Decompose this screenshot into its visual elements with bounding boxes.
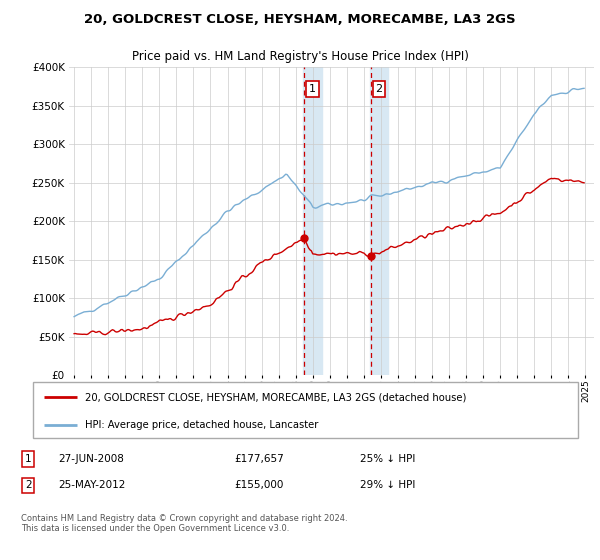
- Text: 25-MAY-2012: 25-MAY-2012: [58, 480, 125, 491]
- Text: 1: 1: [309, 84, 316, 94]
- Text: £155,000: £155,000: [235, 480, 284, 491]
- Text: 2: 2: [376, 84, 383, 94]
- Text: Price paid vs. HM Land Registry's House Price Index (HPI): Price paid vs. HM Land Registry's House …: [131, 50, 469, 63]
- Bar: [303, 67, 322, 375]
- Text: 1: 1: [25, 454, 32, 464]
- Text: 20, GOLDCREST CLOSE, HEYSHAM, MORECAMBE, LA3 2GS: 20, GOLDCREST CLOSE, HEYSHAM, MORECAMBE,…: [84, 13, 516, 26]
- Text: 20, GOLDCREST CLOSE, HEYSHAM, MORECAMBE, LA3 2GS (detached house): 20, GOLDCREST CLOSE, HEYSHAM, MORECAMBE,…: [85, 392, 467, 402]
- Bar: [370, 67, 388, 375]
- Text: 29% ↓ HPI: 29% ↓ HPI: [360, 480, 415, 491]
- FancyBboxPatch shape: [33, 382, 578, 438]
- Text: £177,657: £177,657: [235, 454, 284, 464]
- Text: 25% ↓ HPI: 25% ↓ HPI: [360, 454, 415, 464]
- Text: Contains HM Land Registry data © Crown copyright and database right 2024.
This d: Contains HM Land Registry data © Crown c…: [21, 514, 347, 533]
- Text: 27-JUN-2008: 27-JUN-2008: [58, 454, 124, 464]
- Text: 2: 2: [25, 480, 32, 491]
- Text: HPI: Average price, detached house, Lancaster: HPI: Average price, detached house, Lanc…: [85, 420, 319, 430]
